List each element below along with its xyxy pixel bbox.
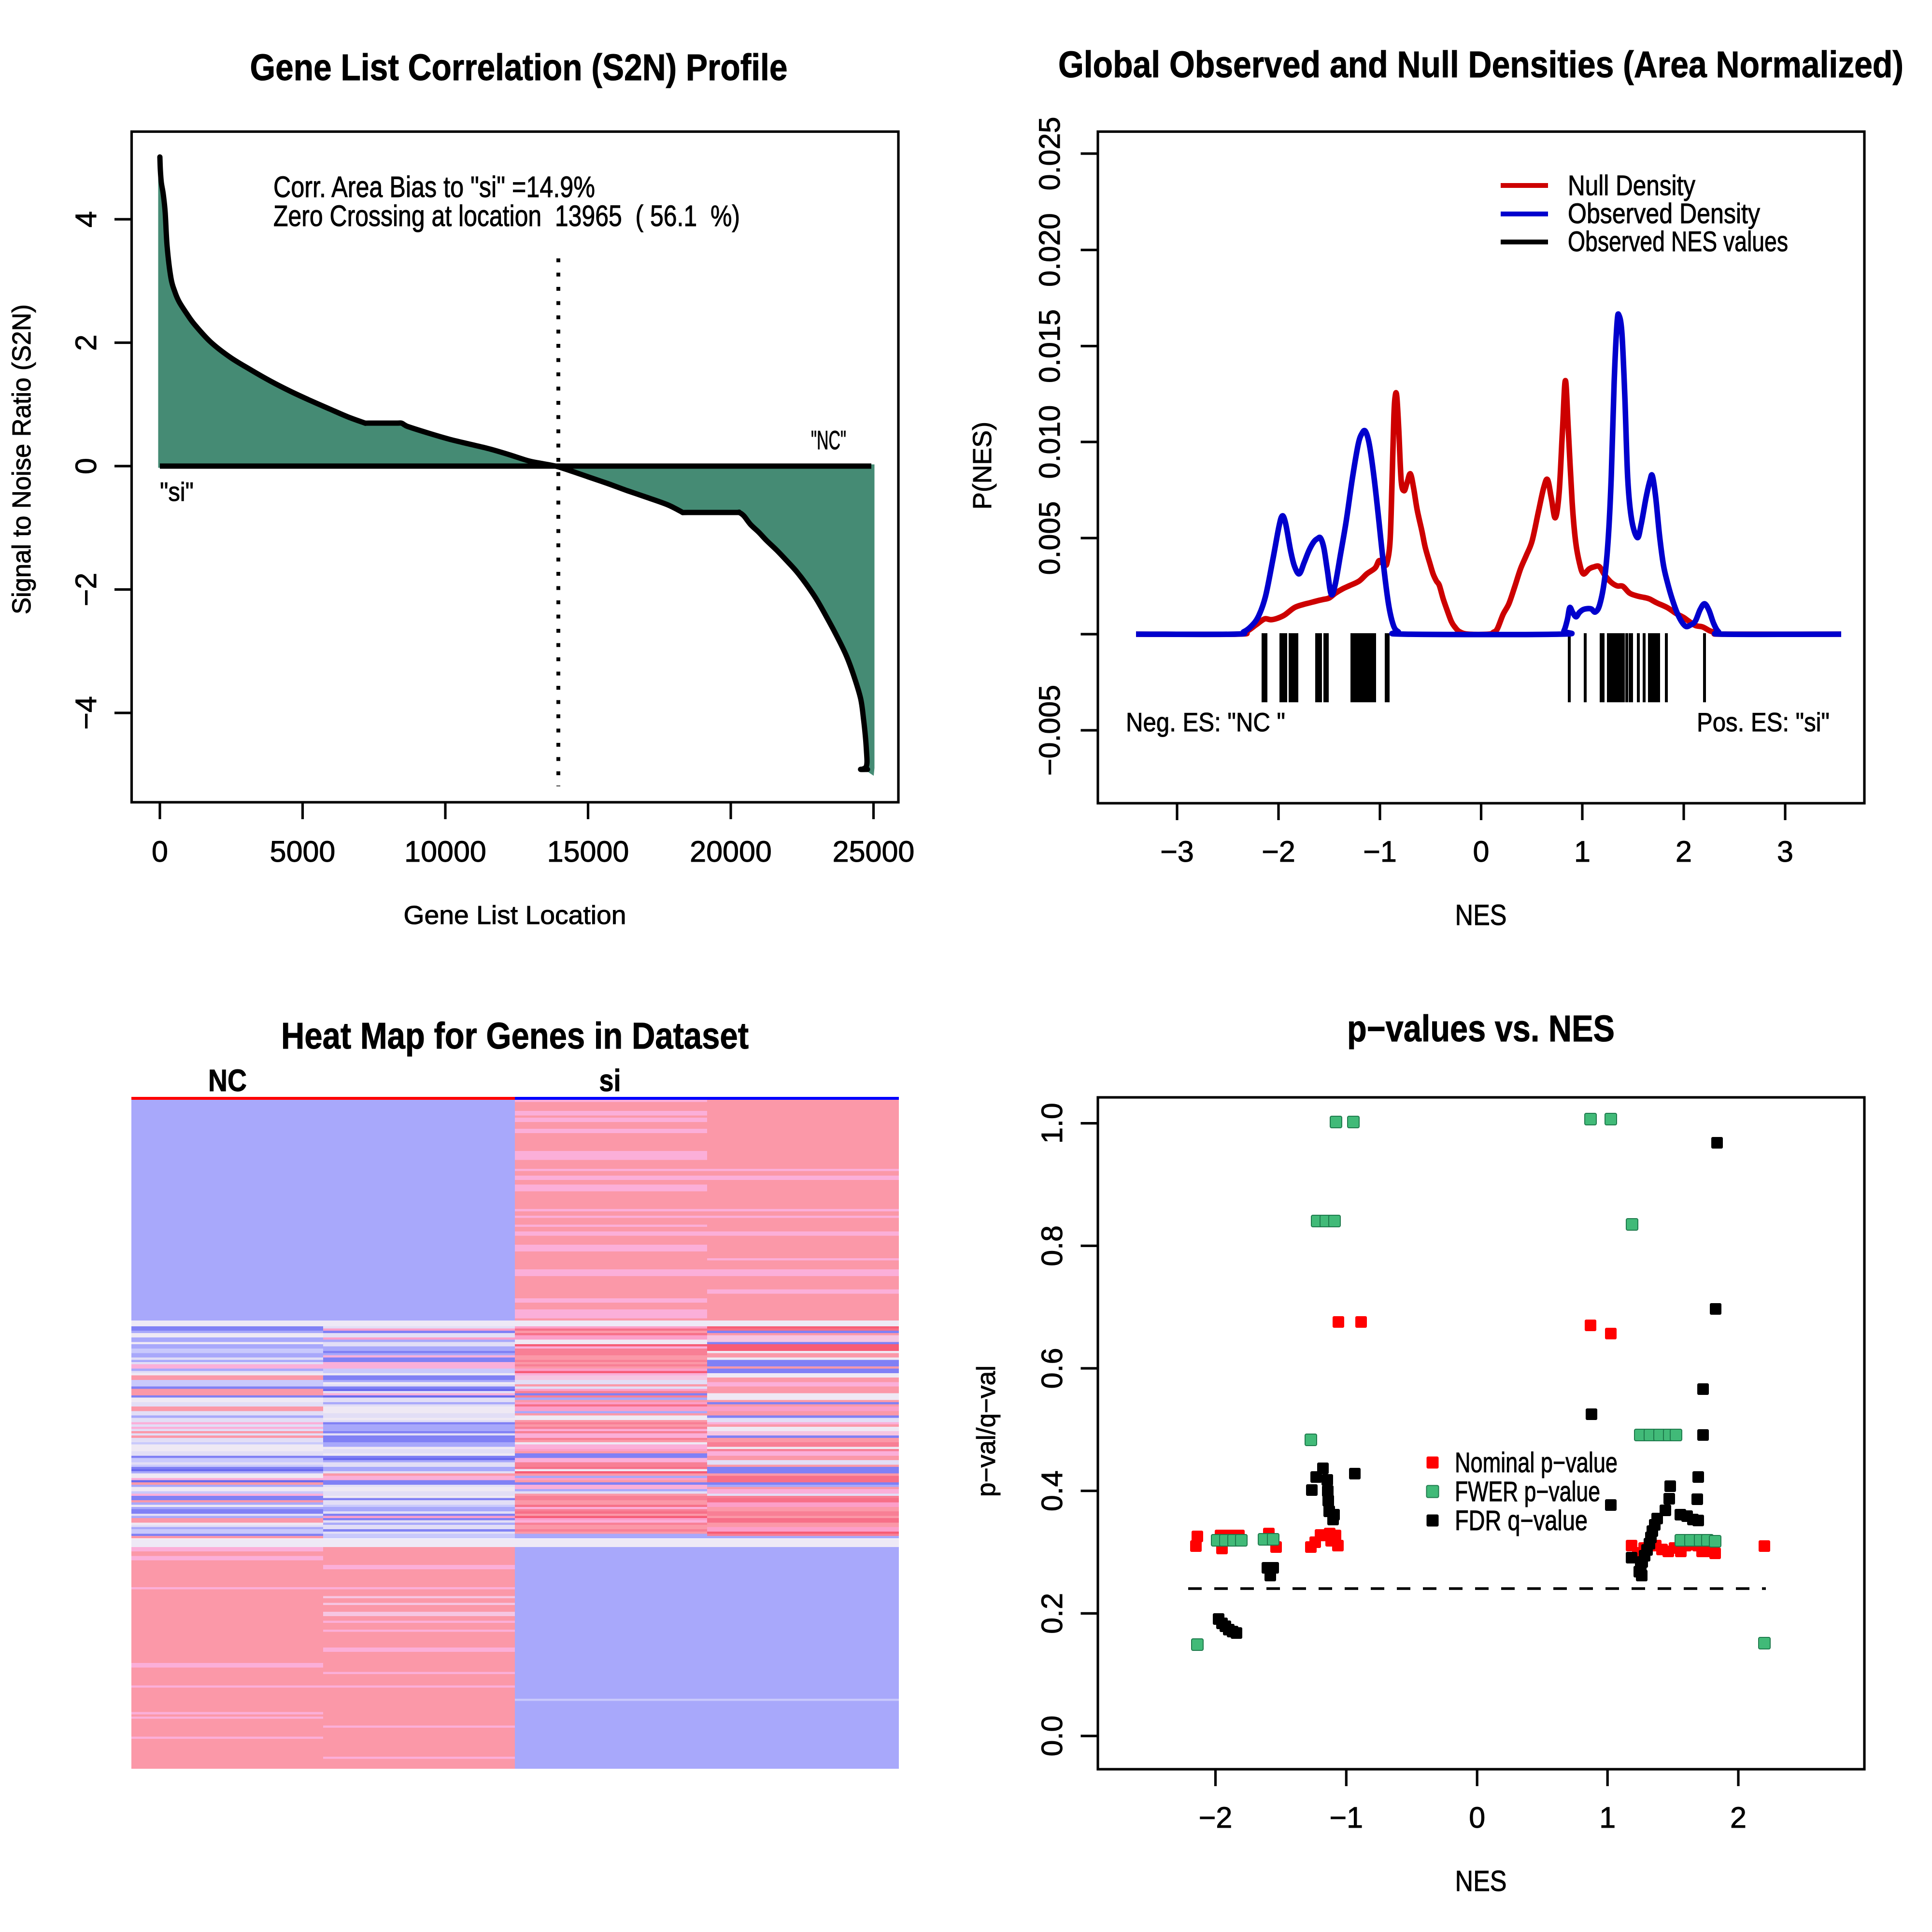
svg-text:−2: −2 — [1262, 835, 1295, 868]
svg-text:si: si — [599, 1063, 621, 1098]
svg-text:"NC": "NC" — [811, 425, 846, 455]
svg-text:0.010: 0.010 — [1033, 405, 1066, 479]
svg-text:−3: −3 — [1160, 835, 1194, 868]
svg-text:p−val/q−val: p−val/q−val — [972, 1365, 1001, 1497]
svg-text:10000: 10000 — [404, 835, 486, 868]
svg-text:0.020: 0.020 — [1033, 213, 1066, 287]
svg-text:0: 0 — [1473, 835, 1490, 868]
svg-text:0.0: 0.0 — [1036, 1716, 1068, 1757]
svg-text:NC: NC — [208, 1063, 247, 1098]
svg-text:0: 0 — [152, 835, 168, 868]
svg-text:Observed NES values: Observed NES values — [1568, 226, 1788, 257]
svg-text:Zero Crossing at location 139: Zero Crossing at location 13965 ( 56.1 %… — [273, 199, 740, 232]
svg-text:0.2: 0.2 — [1036, 1593, 1068, 1634]
svg-text:Observed Density: Observed Density — [1568, 198, 1760, 229]
svg-text:−0.005: −0.005 — [1033, 685, 1066, 776]
svg-text:1.0: 1.0 — [1036, 1103, 1068, 1144]
svg-text:2: 2 — [1676, 835, 1692, 868]
svg-text:0.005: 0.005 — [1033, 501, 1066, 575]
svg-text:20000: 20000 — [690, 835, 772, 868]
svg-text:−2: −2 — [70, 573, 102, 607]
svg-text:0: 0 — [70, 458, 102, 474]
svg-text:4: 4 — [70, 211, 102, 227]
svg-text:Gene List Correlation (S2N) Pr: Gene List Correlation (S2N) Profile — [250, 47, 788, 88]
svg-text:1: 1 — [1574, 835, 1591, 868]
svg-text:2: 2 — [1730, 1801, 1747, 1834]
svg-text:NES: NES — [1455, 899, 1507, 931]
svg-text:2: 2 — [70, 335, 102, 351]
svg-text:0.025: 0.025 — [1033, 117, 1066, 191]
svg-text:Corr. Area Bias to "si" =14.9%: Corr. Area Bias to "si" =14.9% — [273, 170, 595, 203]
svg-text:"si": "si" — [160, 477, 194, 507]
svg-text:p−values vs. NES: p−values vs. NES — [1347, 1008, 1615, 1050]
svg-text:Pos. ES: "si": Pos. ES: "si" — [1697, 707, 1830, 737]
svg-text:Signal to Noise Ratio (S2N): Signal to Noise Ratio (S2N) — [7, 304, 36, 614]
svg-text:3: 3 — [1777, 835, 1793, 868]
svg-text:FWER p−value: FWER p−value — [1455, 1476, 1600, 1507]
svg-text:1: 1 — [1599, 1801, 1616, 1834]
svg-text:0: 0 — [1469, 1801, 1485, 1834]
svg-text:FDR q−value: FDR q−value — [1455, 1505, 1588, 1536]
svg-text:0.015: 0.015 — [1033, 309, 1066, 383]
svg-text:NES: NES — [1455, 1865, 1507, 1897]
svg-text:Neg. ES: "NC ": Neg. ES: "NC " — [1126, 707, 1285, 737]
svg-text:0.4: 0.4 — [1036, 1470, 1068, 1511]
svg-text:Null Density: Null Density — [1568, 170, 1695, 201]
svg-text:−1: −1 — [1330, 1801, 1364, 1834]
svg-text:−2: −2 — [1199, 1801, 1233, 1834]
svg-text:Nominal p−value: Nominal p−value — [1455, 1447, 1618, 1478]
svg-text:15000: 15000 — [547, 835, 629, 868]
svg-text:−1: −1 — [1363, 835, 1397, 868]
svg-text:−4: −4 — [70, 696, 102, 730]
svg-text:5000: 5000 — [270, 835, 336, 868]
svg-text:Heat Map for Genes in Dataset: Heat Map for Genes in Dataset — [281, 1015, 749, 1057]
svg-text:0.8: 0.8 — [1036, 1225, 1068, 1266]
svg-text:P(NES): P(NES) — [968, 422, 997, 510]
svg-text:0.6: 0.6 — [1036, 1348, 1068, 1389]
svg-text:Global Observed and Null Densi: Global Observed and Null Densities (Area… — [1058, 44, 1904, 85]
svg-text:25000: 25000 — [833, 835, 915, 868]
svg-text:Gene List Location: Gene List Location — [404, 901, 626, 930]
